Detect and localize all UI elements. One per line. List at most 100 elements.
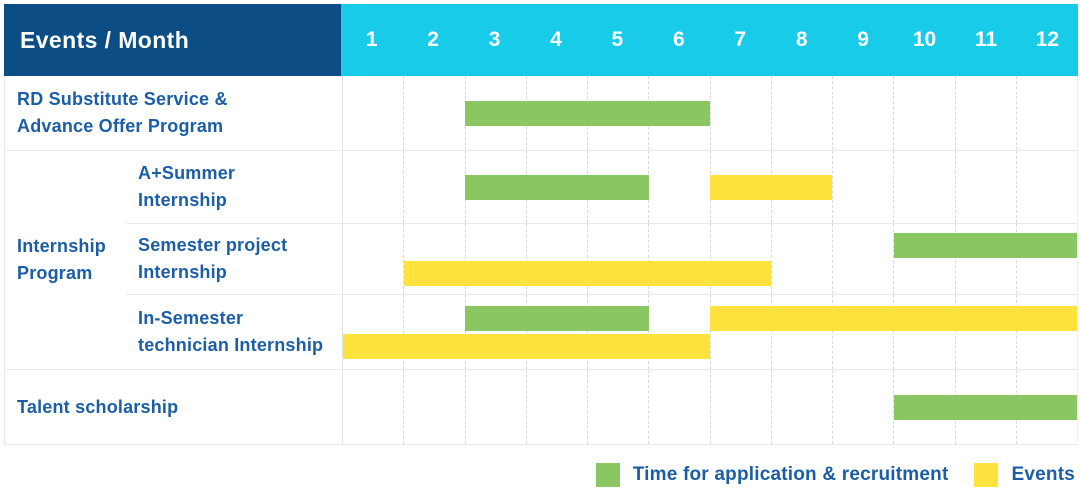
month-header-6: 6 [672,28,685,51]
recruitment-bar [465,305,649,331]
month-cell [893,76,954,150]
label-line: Internship [138,190,228,210]
month-cell [587,295,648,369]
table-row: In-Semester technician Internship [126,294,1077,369]
table-row: Talent scholarship [5,369,1077,444]
month-cell [343,76,403,150]
month-cell [403,76,464,150]
month-cell [343,370,403,444]
row-label: A+Summer Internship [126,151,342,223]
month-cell [525,295,587,369]
month-cell [648,151,709,223]
legend-label: Time for application & recruitment [632,464,949,485]
month-cell [587,370,648,444]
row-chart [342,224,1077,294]
recruitment-bar [465,100,710,126]
label-line: Internship [138,262,228,282]
month-cell [403,151,464,223]
row-chart [342,370,1077,444]
month-cell [648,295,709,369]
label-line: Talent scholarship [17,396,179,417]
month-cell [1015,151,1077,223]
row-label: In-Semester technician Internship [126,295,342,369]
month-cell [587,224,648,294]
month-cell [832,151,893,223]
month-cell [954,76,1016,150]
label-line: Program [17,263,93,283]
month-cell [709,370,771,444]
month-cell [832,295,893,369]
label-line: technician Internship [138,335,324,355]
events-month-header: Events / Month [4,4,341,76]
legend-label: Events [1011,464,1075,485]
month-cell [403,224,464,294]
row-label: Talent scholarship [5,370,342,444]
month-cell [1015,224,1077,294]
month-cell [832,370,893,444]
month-cell [464,151,526,223]
month-cell [403,295,464,369]
month-cell [893,295,954,369]
group-label: Internship Program [5,151,126,369]
row-chart [342,295,1077,369]
label-line: Internship [17,236,107,256]
label-line: A+Summer [138,163,236,183]
month-cell [343,224,403,294]
row-chart [342,76,1077,150]
legend-item-recruitment: Time for application & recruitment [595,463,949,487]
recruitment-bar [893,232,1077,258]
month-cell [832,76,893,150]
month-cell [464,224,526,294]
month-cell [525,370,587,444]
month-header-4: 4 [550,28,562,51]
label-line: RD Substitute Service & [17,89,228,109]
group-row-internship-program: Internship Program A+Summer Internship Semes… [5,150,1077,369]
recruitment-bar [893,394,1077,420]
month-header-9: 9 [857,28,869,51]
label-line: Semester project [138,235,288,255]
event-bar [710,305,1077,331]
month-cell [343,151,403,223]
month-header-2: 2 [427,28,439,51]
month-cell [464,370,526,444]
month-cell [770,76,832,150]
month-header-1: 1 [365,28,378,51]
month-cell [954,224,1016,294]
month-cell [464,295,526,369]
month-header-7: 7 [734,28,747,51]
legend-item-event: Events [974,463,1075,487]
recruitment-bar [465,174,649,200]
event-swatch-icon [974,463,999,487]
month-header-3: 3 [488,28,501,51]
month-cell [709,76,771,150]
month-header-11: 11 [974,28,998,51]
month-cell [648,370,709,444]
month-cell [893,224,954,294]
table-row: Semester project Internship [126,223,1077,294]
event-bar [710,174,833,200]
month-cell [770,224,832,294]
month-cell [954,151,1016,223]
schedule-body: RD Substitute Service & Advance Offer Pro… [4,76,1078,445]
legend: Time for application & recruitment Events [595,463,1075,487]
month-cell [832,224,893,294]
table-row: A+Summer Internship [126,151,1077,223]
group-subrows: A+Summer Internship Semester project Intern… [126,151,1077,369]
label-line: In-Semester [138,308,244,328]
event-bar [343,333,710,359]
month-cell [893,151,954,223]
month-header-10: 10 [912,28,937,51]
month-cell [1015,295,1077,369]
month-cell [525,224,587,294]
table-header-row: Events / Month 1 2 3 4 5 6 7 8 9 10 11 12 [4,4,1078,76]
month-cell [464,76,526,150]
event-bar [404,260,772,286]
month-cell [954,295,1016,369]
row-label: Semester project Internship [126,224,342,294]
month-header-12: 12 [1035,28,1060,51]
month-cell [709,295,771,369]
month-cell [709,224,771,294]
month-cell [770,370,832,444]
table-row: RD Substitute Service & Advance Offer Pro… [5,76,1077,150]
